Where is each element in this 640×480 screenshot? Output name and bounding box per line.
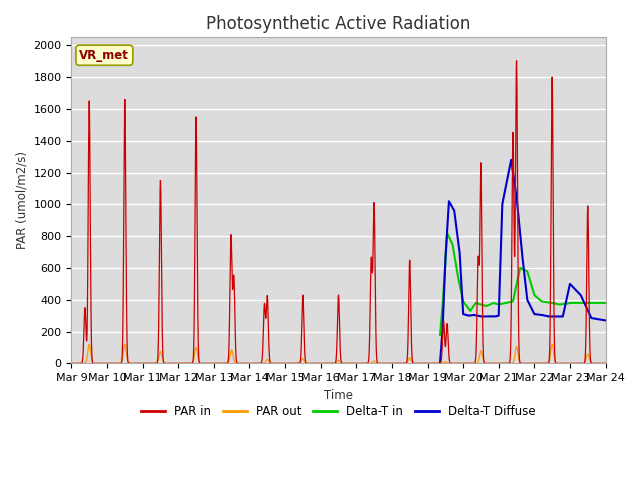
PAR out xyxy=(579,360,587,366)
PAR in xyxy=(579,360,587,366)
Delta-T Diffuse xyxy=(602,318,609,324)
PAR out xyxy=(85,341,93,347)
PAR out xyxy=(249,360,257,366)
PAR out xyxy=(353,360,360,366)
PAR in xyxy=(321,360,328,366)
Delta-T Diffuse xyxy=(579,298,587,303)
PAR in xyxy=(602,360,609,366)
Line: PAR out: PAR out xyxy=(72,344,605,363)
PAR in xyxy=(281,360,289,366)
Line: Delta-T Diffuse: Delta-T Diffuse xyxy=(440,160,605,363)
Y-axis label: PAR (umol/m2/s): PAR (umol/m2/s) xyxy=(15,151,28,249)
Delta-T in xyxy=(579,300,587,306)
PAR in xyxy=(68,360,76,366)
Delta-T in xyxy=(573,300,580,306)
PAR out xyxy=(68,360,76,366)
PAR out xyxy=(321,360,328,366)
Legend: PAR in, PAR out, Delta-T in, Delta-T Diffuse: PAR in, PAR out, Delta-T in, Delta-T Dif… xyxy=(136,400,541,423)
PAR in xyxy=(513,58,520,64)
PAR in xyxy=(249,360,257,366)
Line: Delta-T in: Delta-T in xyxy=(440,233,605,335)
PAR in xyxy=(473,304,481,310)
PAR out xyxy=(473,360,481,366)
PAR out xyxy=(573,360,580,366)
PAR in xyxy=(573,360,580,366)
Title: Photosynthetic Active Radiation: Photosynthetic Active Radiation xyxy=(206,15,470,33)
Delta-T Diffuse xyxy=(458,289,466,295)
Delta-T Diffuse xyxy=(573,288,580,294)
PAR out xyxy=(458,360,466,366)
Delta-T in xyxy=(473,300,481,306)
Delta-T Diffuse xyxy=(473,312,481,318)
Delta-T in xyxy=(602,300,609,306)
X-axis label: Time: Time xyxy=(324,389,353,402)
Text: VR_met: VR_met xyxy=(79,49,129,62)
Delta-T in xyxy=(458,292,466,298)
Line: PAR in: PAR in xyxy=(72,61,605,363)
PAR in xyxy=(458,360,466,366)
PAR out xyxy=(602,360,609,366)
